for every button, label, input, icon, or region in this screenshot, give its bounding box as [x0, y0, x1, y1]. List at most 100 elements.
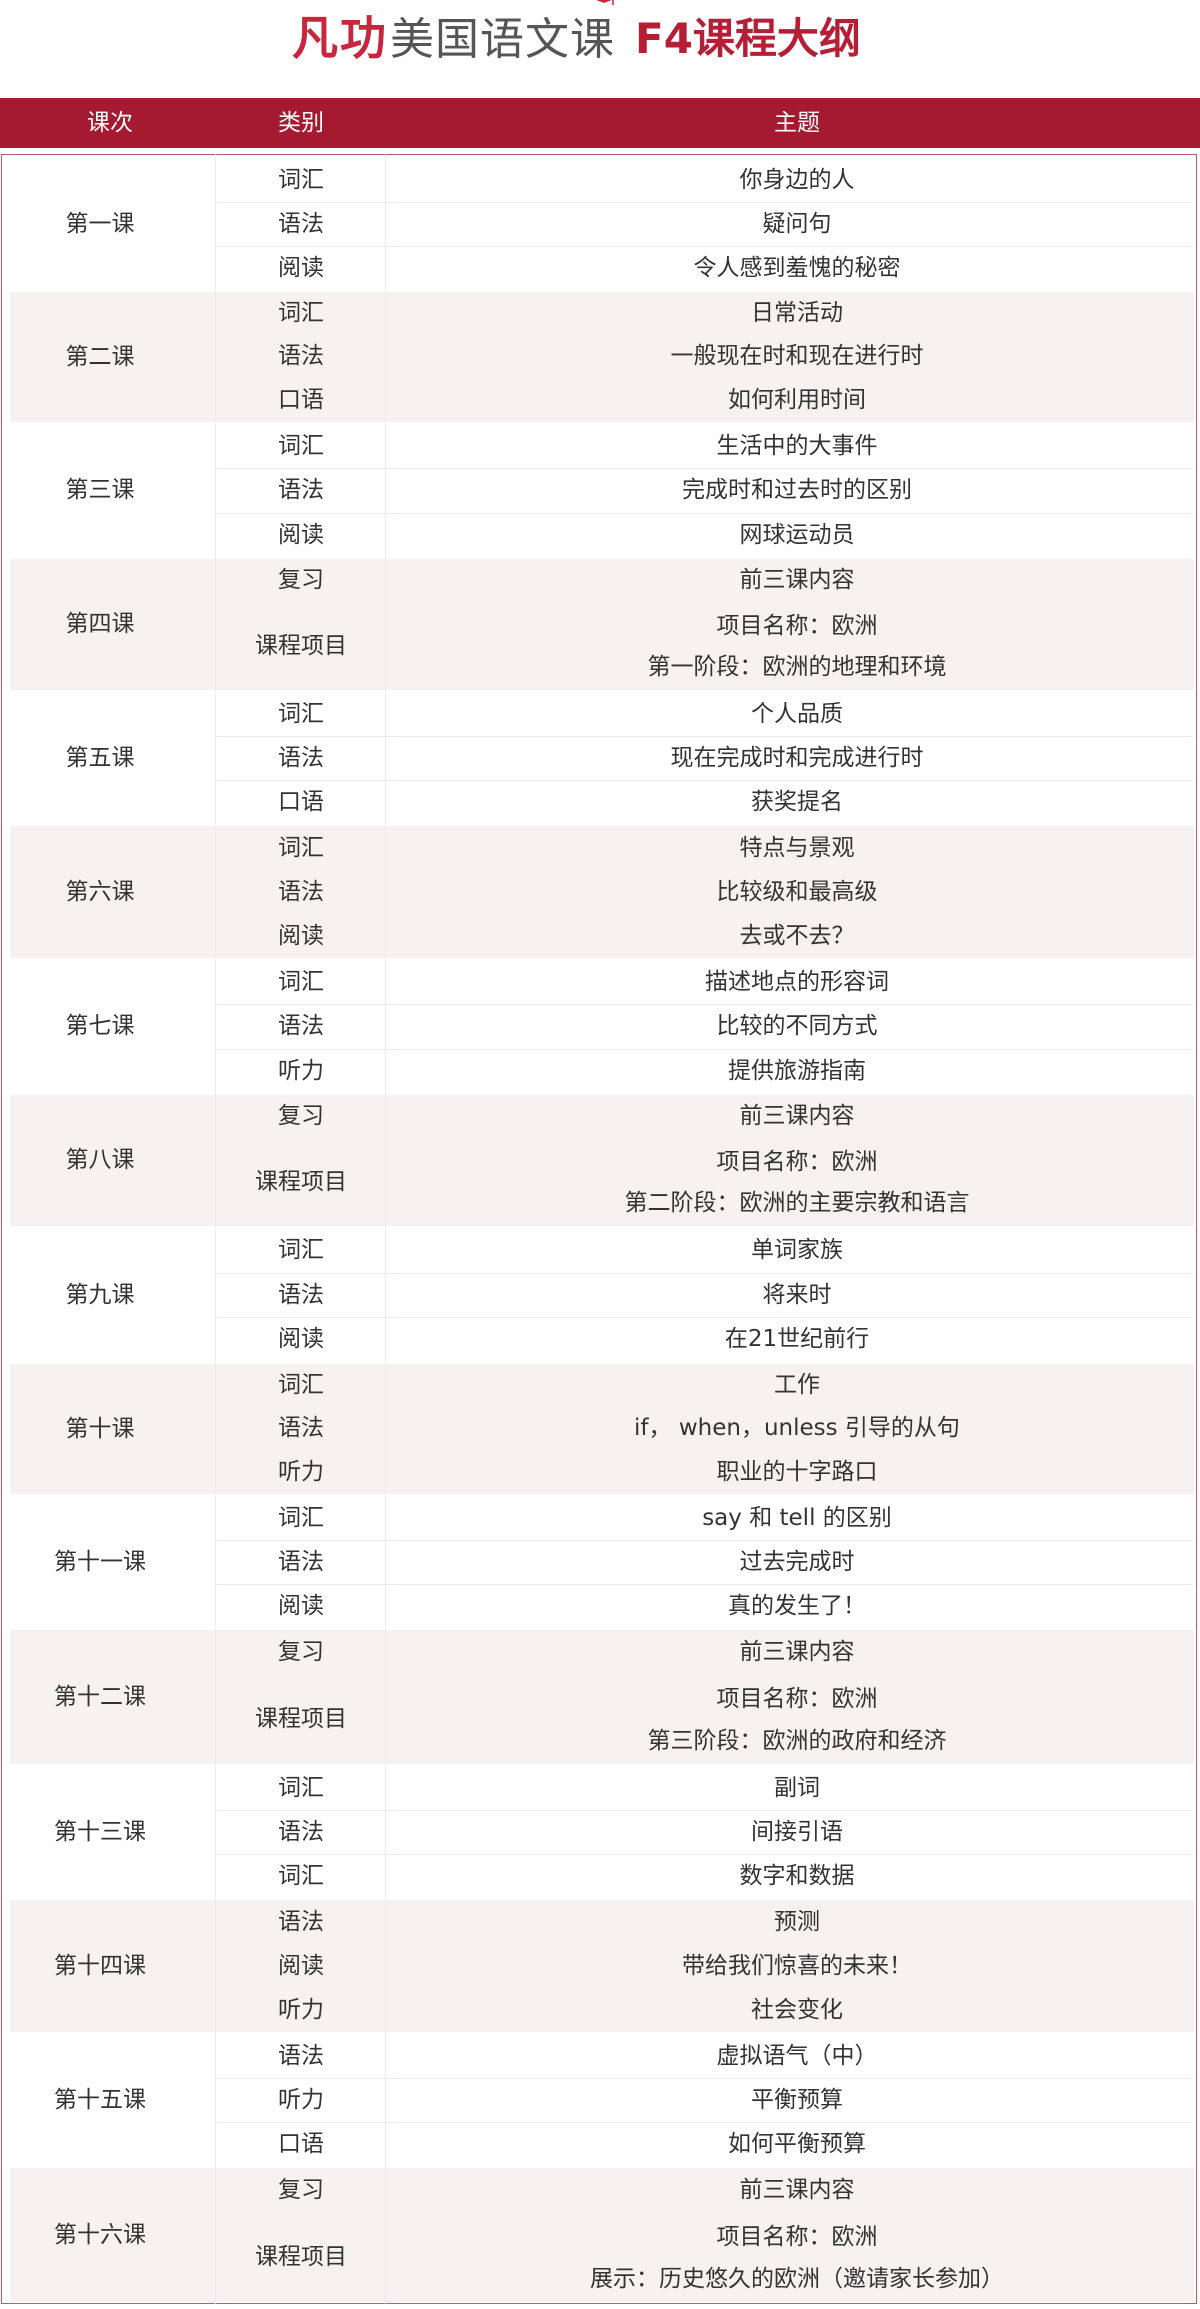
row-divider — [216, 512, 1194, 514]
category-cell: 复习 — [278, 2177, 324, 2203]
lesson-group — [10, 2168, 1194, 2302]
topic-cell: 特点与景观 — [739, 835, 855, 861]
category-cell: 课程项目 — [255, 2243, 347, 2270]
topic-cell: 职业的十字路口 — [716, 1458, 878, 1485]
topic-cell: 现在完成时和完成进行时 — [670, 745, 924, 771]
lesson-name: 第一课 — [65, 211, 135, 237]
topic-cell: 你身边的人 — [739, 167, 855, 193]
category-cell: 词汇 — [278, 167, 324, 193]
graduation-cap-icon — [596, 0, 614, 5]
topic-cell: 在21世纪前行 — [724, 1326, 870, 1353]
topic-cell: 项目名称：欧洲 — [716, 612, 878, 639]
topic-cell: 前三课内容 — [739, 1639, 855, 1665]
brand-logo: 凡功 美国语文课 F4课程大纲 — [292, 0, 861, 67]
topic-cell: 项目名称：欧洲 — [716, 1148, 878, 1175]
topic-cell: 数字和数据 — [739, 1863, 855, 1889]
category-cell: 复习 — [278, 1639, 324, 1665]
lesson-name: 第十课 — [65, 1416, 135, 1442]
topic-cell: 将来时 — [762, 1281, 832, 1308]
topic-cell: 前三课内容 — [739, 1103, 855, 1129]
lesson-name: 第十六课 — [54, 2222, 146, 2248]
topic-cell: 过去完成时 — [739, 1549, 855, 1575]
row-divider — [216, 468, 1194, 470]
syllabus-table-frame — [1, 154, 1197, 2304]
topic-cell: 社会变化 — [751, 1997, 843, 2023]
category-cell: 词汇 — [278, 433, 324, 459]
lesson-group — [10, 1630, 1194, 1764]
category-cell: 词汇 — [278, 1775, 324, 1801]
category-cell: 语法 — [278, 879, 324, 905]
topic-cell: 描述地点的形容词 — [705, 969, 889, 995]
category-cell: 语法 — [278, 745, 324, 771]
row-divider — [216, 1004, 1194, 1006]
category-cell: 词汇 — [278, 300, 324, 326]
topic-cell: 如何平衡预算 — [728, 2131, 866, 2157]
page-header: 凡功 美国语文课 F4课程大纲 — [0, 0, 1200, 98]
topic-cell: 一般现在时和现在进行时 — [670, 343, 924, 370]
category-cell: 词汇 — [278, 1863, 324, 1889]
topic-cell: 间接引语 — [751, 1819, 843, 1845]
topic-cell: 第二阶段：欧洲的主要宗教和语言 — [624, 1190, 970, 1217]
topic-cell: 前三课内容 — [739, 2177, 855, 2203]
category-cell: 听力 — [278, 1458, 324, 1485]
lesson-group — [10, 1364, 1194, 1494]
brand-name: 美国语文课 — [390, 0, 615, 67]
column-divider — [385, 154, 386, 2304]
category-cell: 课程项目 — [255, 632, 347, 659]
row-divider — [216, 1540, 1194, 1541]
column-header-lesson: 课次 — [87, 110, 133, 136]
row-divider — [216, 736, 1194, 737]
row-divider — [216, 1272, 1194, 1274]
lesson-name: 第四课 — [65, 611, 135, 637]
row-divider — [216, 2078, 1194, 2079]
lesson-name: 第十三课 — [54, 1819, 146, 1845]
column-divider — [215, 154, 216, 2304]
topic-cell: 令人感到羞愧的秘密 — [693, 255, 901, 281]
category-cell: 词汇 — [278, 835, 324, 861]
lesson-name: 第五课 — [65, 745, 135, 771]
topic-cell: 个人品质 — [751, 701, 843, 727]
category-cell: 语法 — [278, 1549, 324, 1575]
topic-cell: 单词家族 — [751, 1237, 843, 1263]
lesson-name: 第七课 — [65, 1013, 135, 1039]
row-divider — [216, 1584, 1194, 1585]
topic-cell: 前三课内容 — [739, 567, 855, 593]
category-cell: 阅读 — [278, 1593, 324, 1619]
topic-cell: 疑问句 — [762, 211, 832, 237]
topic-cell: 第三阶段：欧洲的政府和经济 — [647, 1728, 947, 1755]
category-cell: 听力 — [278, 2087, 324, 2113]
category-cell: 词汇 — [278, 1372, 324, 1398]
lesson-group — [10, 559, 1194, 690]
topic-cell: 获奖提名 — [751, 789, 843, 815]
topic-cell: 预测 — [774, 1909, 820, 1935]
lesson-name: 第十五课 — [54, 2087, 146, 2113]
category-cell: 词汇 — [278, 1505, 324, 1531]
lesson-name: 第十一课 — [54, 1549, 146, 1575]
lesson-group — [10, 1095, 1194, 1226]
row-divider — [216, 1854, 1194, 1855]
topic-cell: 工作 — [774, 1372, 820, 1398]
category-cell: 词汇 — [278, 1237, 324, 1263]
category-cell: 阅读 — [278, 255, 324, 281]
category-cell: 语法 — [278, 1281, 324, 1308]
column-header-topic: 主题 — [774, 110, 820, 136]
category-cell: 语法 — [278, 1909, 324, 1935]
row-divider — [216, 202, 1194, 203]
category-cell: 阅读 — [278, 1326, 324, 1353]
topic-cell: 比较级和最高级 — [716, 879, 878, 905]
topic-cell: say 和 tell 的区别 — [702, 1505, 892, 1531]
column-header-category: 类别 — [278, 110, 324, 136]
topic-cell: 日常活动 — [751, 300, 843, 326]
row-divider — [216, 246, 1194, 247]
category-cell: 课程项目 — [255, 1705, 347, 1732]
category-cell: 语法 — [278, 1819, 324, 1845]
category-cell: 口语 — [278, 386, 324, 413]
lesson-group — [10, 292, 1194, 422]
lesson-group — [10, 826, 1194, 958]
brand-mark: 凡功 — [292, 11, 388, 65]
category-cell: 语法 — [278, 2043, 324, 2069]
category-cell: 课程项目 — [255, 1168, 347, 1195]
lesson-name: 第十二课 — [54, 1684, 146, 1710]
category-cell: 口语 — [278, 789, 324, 815]
topic-cell: 项目名称：欧洲 — [716, 2223, 878, 2250]
